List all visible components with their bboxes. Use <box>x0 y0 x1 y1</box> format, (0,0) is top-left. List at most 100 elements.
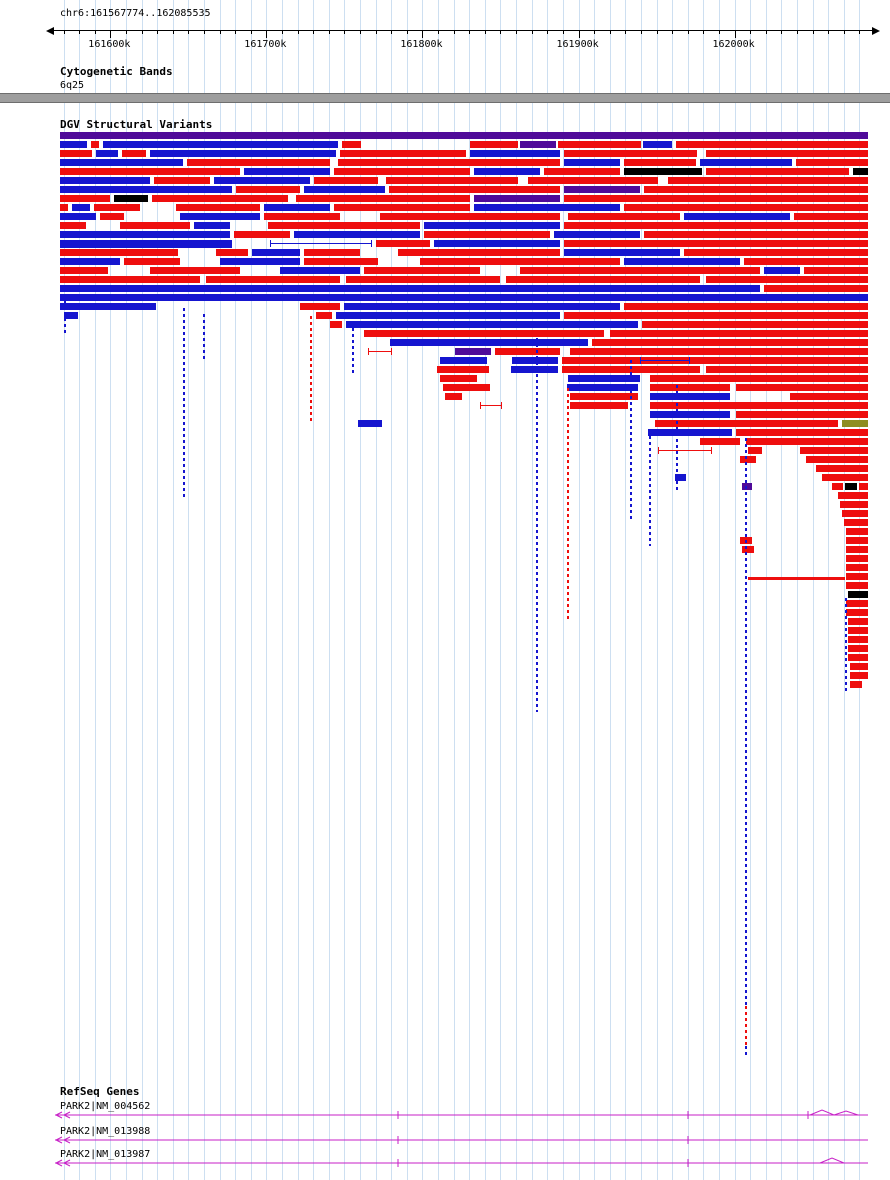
variant-bar[interactable] <box>610 330 868 337</box>
variant-bar[interactable] <box>60 231 230 238</box>
variant-bar[interactable] <box>528 177 658 184</box>
variant-bar[interactable] <box>842 510 868 517</box>
variant-bar[interactable] <box>570 402 628 409</box>
variant-bar[interactable] <box>234 231 290 238</box>
variant-bar[interactable] <box>304 258 378 265</box>
variant-bar[interactable] <box>330 321 342 328</box>
variant-bar[interactable] <box>124 258 180 265</box>
variant-bar[interactable] <box>848 645 868 652</box>
variant-bar[interactable] <box>706 276 868 283</box>
variant-bar[interactable] <box>644 231 868 238</box>
variant-bar[interactable] <box>564 186 640 193</box>
variant-bar[interactable] <box>440 357 487 364</box>
variant-bar[interactable] <box>60 222 86 229</box>
variant-dashed-line[interactable] <box>845 598 847 692</box>
variant-bar[interactable] <box>564 159 620 166</box>
variant-bar[interactable] <box>358 420 382 427</box>
variant-bar[interactable] <box>520 267 760 274</box>
variant-bar[interactable] <box>564 222 868 229</box>
variant-dashed-line[interactable] <box>310 316 312 422</box>
variant-bar[interactable] <box>60 213 96 220</box>
variant-bar[interactable] <box>314 177 378 184</box>
variant-bar[interactable] <box>60 294 868 301</box>
variant-bar[interactable] <box>567 384 638 391</box>
variant-bar[interactable] <box>268 222 420 229</box>
variant-bar[interactable] <box>706 168 849 175</box>
variant-dashed-line[interactable] <box>630 360 632 520</box>
variant-bar[interactable] <box>96 150 118 157</box>
variant-bar[interactable] <box>434 240 560 247</box>
variant-bar[interactable] <box>122 150 146 157</box>
variant-bar[interactable] <box>624 168 702 175</box>
variant-bar[interactable] <box>846 573 868 580</box>
variant-bar[interactable] <box>706 366 868 373</box>
variant-bar[interactable] <box>648 429 732 436</box>
gene-model[interactable] <box>54 1109 868 1119</box>
variant-bar[interactable] <box>742 546 754 553</box>
variant-bar[interactable] <box>684 249 868 256</box>
variant-bar[interactable] <box>340 150 466 157</box>
variant-dashed-line[interactable] <box>536 338 538 712</box>
variant-bar[interactable] <box>364 330 604 337</box>
variant-bar[interactable] <box>816 465 868 472</box>
variant-bar[interactable] <box>300 303 340 310</box>
variant-bar[interactable] <box>568 375 640 382</box>
variant-bar[interactable] <box>60 267 108 274</box>
variant-dashed-line[interactable] <box>203 314 205 362</box>
variant-bar[interactable] <box>60 186 232 193</box>
variant-bar[interactable] <box>103 141 338 148</box>
variant-bar[interactable] <box>236 186 300 193</box>
variant-bar[interactable] <box>60 141 87 148</box>
variant-bar[interactable] <box>684 213 790 220</box>
variant-bar[interactable] <box>736 411 868 418</box>
variant-bar[interactable] <box>650 393 730 400</box>
variant-bar[interactable] <box>848 654 868 661</box>
variant-bar[interactable] <box>642 321 868 328</box>
variant-bar[interactable] <box>624 303 868 310</box>
variant-bar[interactable] <box>296 195 470 202</box>
variant-bar[interactable] <box>700 438 740 445</box>
gene-model[interactable] <box>54 1157 868 1167</box>
variant-dashed-line[interactable] <box>745 438 747 1006</box>
variant-bar[interactable] <box>748 447 762 454</box>
variant-range-whisker[interactable] <box>658 447 712 454</box>
variant-bar[interactable] <box>624 258 740 265</box>
variant-bar[interactable] <box>60 159 183 166</box>
variant-bar[interactable] <box>380 213 560 220</box>
variant-bar[interactable] <box>187 159 330 166</box>
variant-bar[interactable] <box>558 141 641 148</box>
variant-bar[interactable] <box>114 195 148 202</box>
variant-bar[interactable] <box>842 420 868 427</box>
variant-bar[interactable] <box>443 384 490 391</box>
variant-bar[interactable] <box>506 276 700 283</box>
variant-bar[interactable] <box>390 339 588 346</box>
variant-bar[interactable] <box>568 213 680 220</box>
variant-bar[interactable] <box>150 150 336 157</box>
variant-bar[interactable] <box>495 348 560 355</box>
variant-bar[interactable] <box>60 285 760 292</box>
variant-bar[interactable] <box>364 267 480 274</box>
variant-bar[interactable] <box>800 447 868 454</box>
variant-bar[interactable] <box>746 438 868 445</box>
variant-bar[interactable] <box>846 537 868 544</box>
variant-bar[interactable] <box>562 357 868 364</box>
variant-bar[interactable] <box>794 213 868 220</box>
gene-model[interactable] <box>54 1136 868 1144</box>
variant-bar[interactable] <box>338 159 560 166</box>
variant-bar[interactable] <box>60 204 68 211</box>
variant-bar[interactable] <box>470 150 560 157</box>
variant-dashed-line[interactable] <box>567 388 569 622</box>
variant-bar[interactable] <box>846 546 868 553</box>
variant-bar[interactable] <box>848 636 868 643</box>
variant-bar[interactable] <box>474 204 620 211</box>
variant-bar[interactable] <box>304 186 385 193</box>
variant-dashed-line[interactable] <box>676 385 678 492</box>
variant-bar[interactable] <box>850 672 868 679</box>
variant-bar[interactable] <box>668 177 868 184</box>
variant-bar[interactable] <box>643 141 672 148</box>
variant-bar[interactable] <box>252 249 300 256</box>
variant-bar[interactable] <box>848 618 868 625</box>
variant-bar[interactable] <box>334 168 470 175</box>
variant-bar[interactable] <box>152 195 288 202</box>
variant-bar[interactable] <box>474 195 560 202</box>
